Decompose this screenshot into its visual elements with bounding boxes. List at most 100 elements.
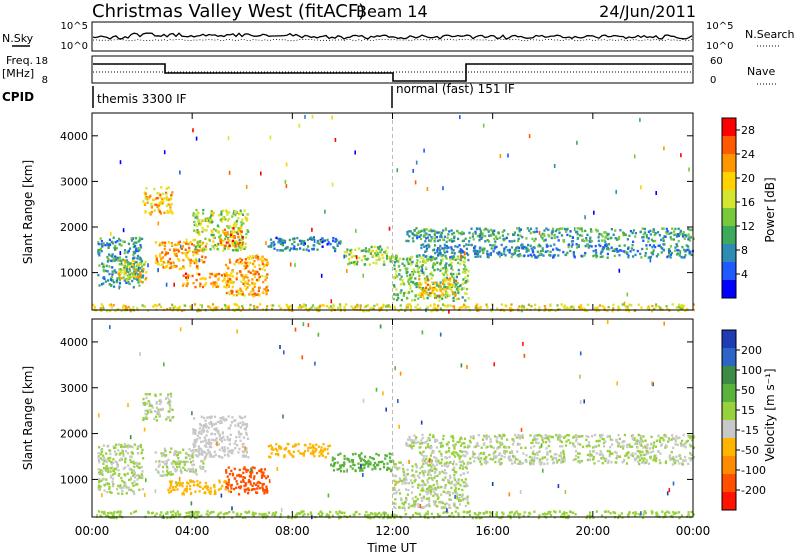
heatmap-cell: [108, 272, 111, 276]
heatmap-cell: [143, 202, 146, 205]
heatmap-cell: [258, 469, 261, 473]
heatmap-cell: [459, 249, 463, 252]
heatmap-cell: [410, 444, 413, 447]
freq-tick-low: 8: [42, 75, 48, 86]
heatmap-cell: [364, 455, 367, 458]
heatmap-cell: [463, 462, 466, 465]
heatmap-cell: [395, 492, 398, 495]
heatmap-cell: [610, 236, 613, 239]
heatmap-cell: [676, 443, 679, 447]
heatmap-cell: [184, 468, 187, 471]
heatmap-cell: [245, 450, 248, 453]
heatmap-cell: [606, 247, 609, 251]
heatmap-cell: [204, 256, 207, 259]
heatmap-cell: [601, 437, 604, 440]
heatmap-cell: [586, 303, 590, 306]
heatmap-cell: [196, 438, 199, 441]
heatmap-cell: [205, 219, 208, 222]
heatmap-cell: [205, 442, 208, 445]
heatmap-cell: [654, 459, 657, 463]
heatmap-cell: [589, 237, 592, 240]
heatmap-cell: [366, 258, 369, 261]
heatmap-cell: [440, 294, 443, 297]
heatmap-cell: [434, 475, 437, 478]
heatmap-cell: [233, 309, 236, 313]
heatmap-cell: [684, 442, 687, 445]
heatmap-cell: [240, 258, 244, 262]
heatmap-cell: [431, 435, 434, 439]
heatmap-cell: [675, 435, 678, 438]
heatmap-cell: [394, 502, 397, 506]
heatmap-cell: [217, 431, 220, 435]
heatmap-cell: [245, 470, 248, 473]
heatmap-cell: [437, 486, 440, 489]
heatmap-cell: [242, 222, 245, 225]
heatmap-cell: [155, 401, 158, 404]
heatmap-cell: [97, 488, 100, 491]
heatmap-cell: [398, 488, 401, 492]
heatmap-cell: [285, 184, 288, 189]
heatmap-cell: [111, 279, 114, 282]
heatmap-cell: [598, 232, 601, 236]
heatmap-cell: [241, 293, 244, 296]
heatmap-cell: [243, 264, 246, 268]
heatmap-cell: [561, 445, 564, 448]
heatmap-cell: [224, 480, 228, 484]
heatmap-cell: [240, 221, 243, 224]
heatmap-cell: [167, 186, 170, 189]
heatmap-cell: [133, 252, 136, 255]
heatmap-cell: [395, 273, 398, 276]
heatmap-cell: [631, 437, 634, 440]
heatmap-cell: [179, 170, 181, 175]
heatmap-cell: [420, 506, 423, 510]
heatmap-cell: [196, 248, 199, 252]
heatmap-cell: [392, 260, 395, 263]
heatmap-cell: [116, 463, 119, 467]
heatmap-cell: [337, 453, 340, 456]
heatmap-cell: [455, 283, 458, 286]
heatmap-cell: [446, 465, 449, 468]
heatmap-cell: [535, 256, 538, 259]
heatmap-cell: [477, 444, 480, 447]
heatmap-cell: [232, 294, 235, 297]
heatmap-cell: [446, 305, 449, 308]
heatmap-cell: [258, 275, 261, 278]
heatmap-cell: [243, 284, 246, 288]
heatmap-cell: [212, 211, 215, 214]
heatmap-cell: [119, 451, 122, 455]
heatmap-cell: [453, 504, 456, 507]
heatmap-cell: [346, 457, 349, 460]
heatmap-cell: [234, 439, 237, 443]
heatmap-cell: [238, 305, 241, 309]
heatmap-cell: [624, 304, 627, 308]
heatmap-cell: [410, 263, 413, 266]
heatmap-cell: [448, 287, 451, 290]
heatmap-cell: [343, 462, 346, 466]
heatmap-cell: [311, 451, 314, 454]
heatmap-cell: [440, 254, 443, 258]
heatmap-cell: [451, 434, 454, 438]
heatmap-cell: [569, 249, 572, 253]
heatmap-cell: [569, 306, 572, 310]
heatmap-cell: [487, 256, 490, 259]
heatmap-cell: [246, 261, 249, 264]
heatmap-cell: [464, 292, 467, 295]
heatmap-cell: [242, 421, 245, 424]
heatmap-cell: [608, 435, 611, 438]
heatmap-cell: [194, 260, 197, 263]
heatmap-cell: [160, 305, 163, 309]
heatmap-cell: [194, 251, 197, 254]
heatmap-cell: [404, 488, 408, 491]
heatmap-cell: [242, 274, 245, 277]
heatmap-cell: [263, 491, 266, 494]
heatmap-cell: [406, 472, 409, 476]
heatmap-cell: [418, 286, 421, 290]
heatmap-cell: [249, 261, 252, 265]
heatmap-cell: [100, 309, 103, 313]
heatmap-cell: [242, 480, 245, 483]
heatmap-cell: [651, 310, 654, 313]
heatmap-cell: [649, 451, 652, 454]
heatmap-cell: [392, 276, 395, 280]
heatmap-cell: [369, 307, 372, 310]
heatmap-cell: [677, 227, 680, 230]
